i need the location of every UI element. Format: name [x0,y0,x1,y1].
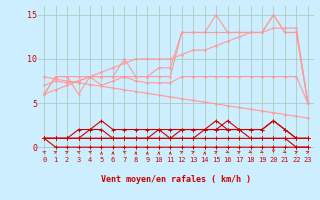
X-axis label: Vent moyen/en rafales ( km/h ): Vent moyen/en rafales ( km/h ) [101,174,251,184]
